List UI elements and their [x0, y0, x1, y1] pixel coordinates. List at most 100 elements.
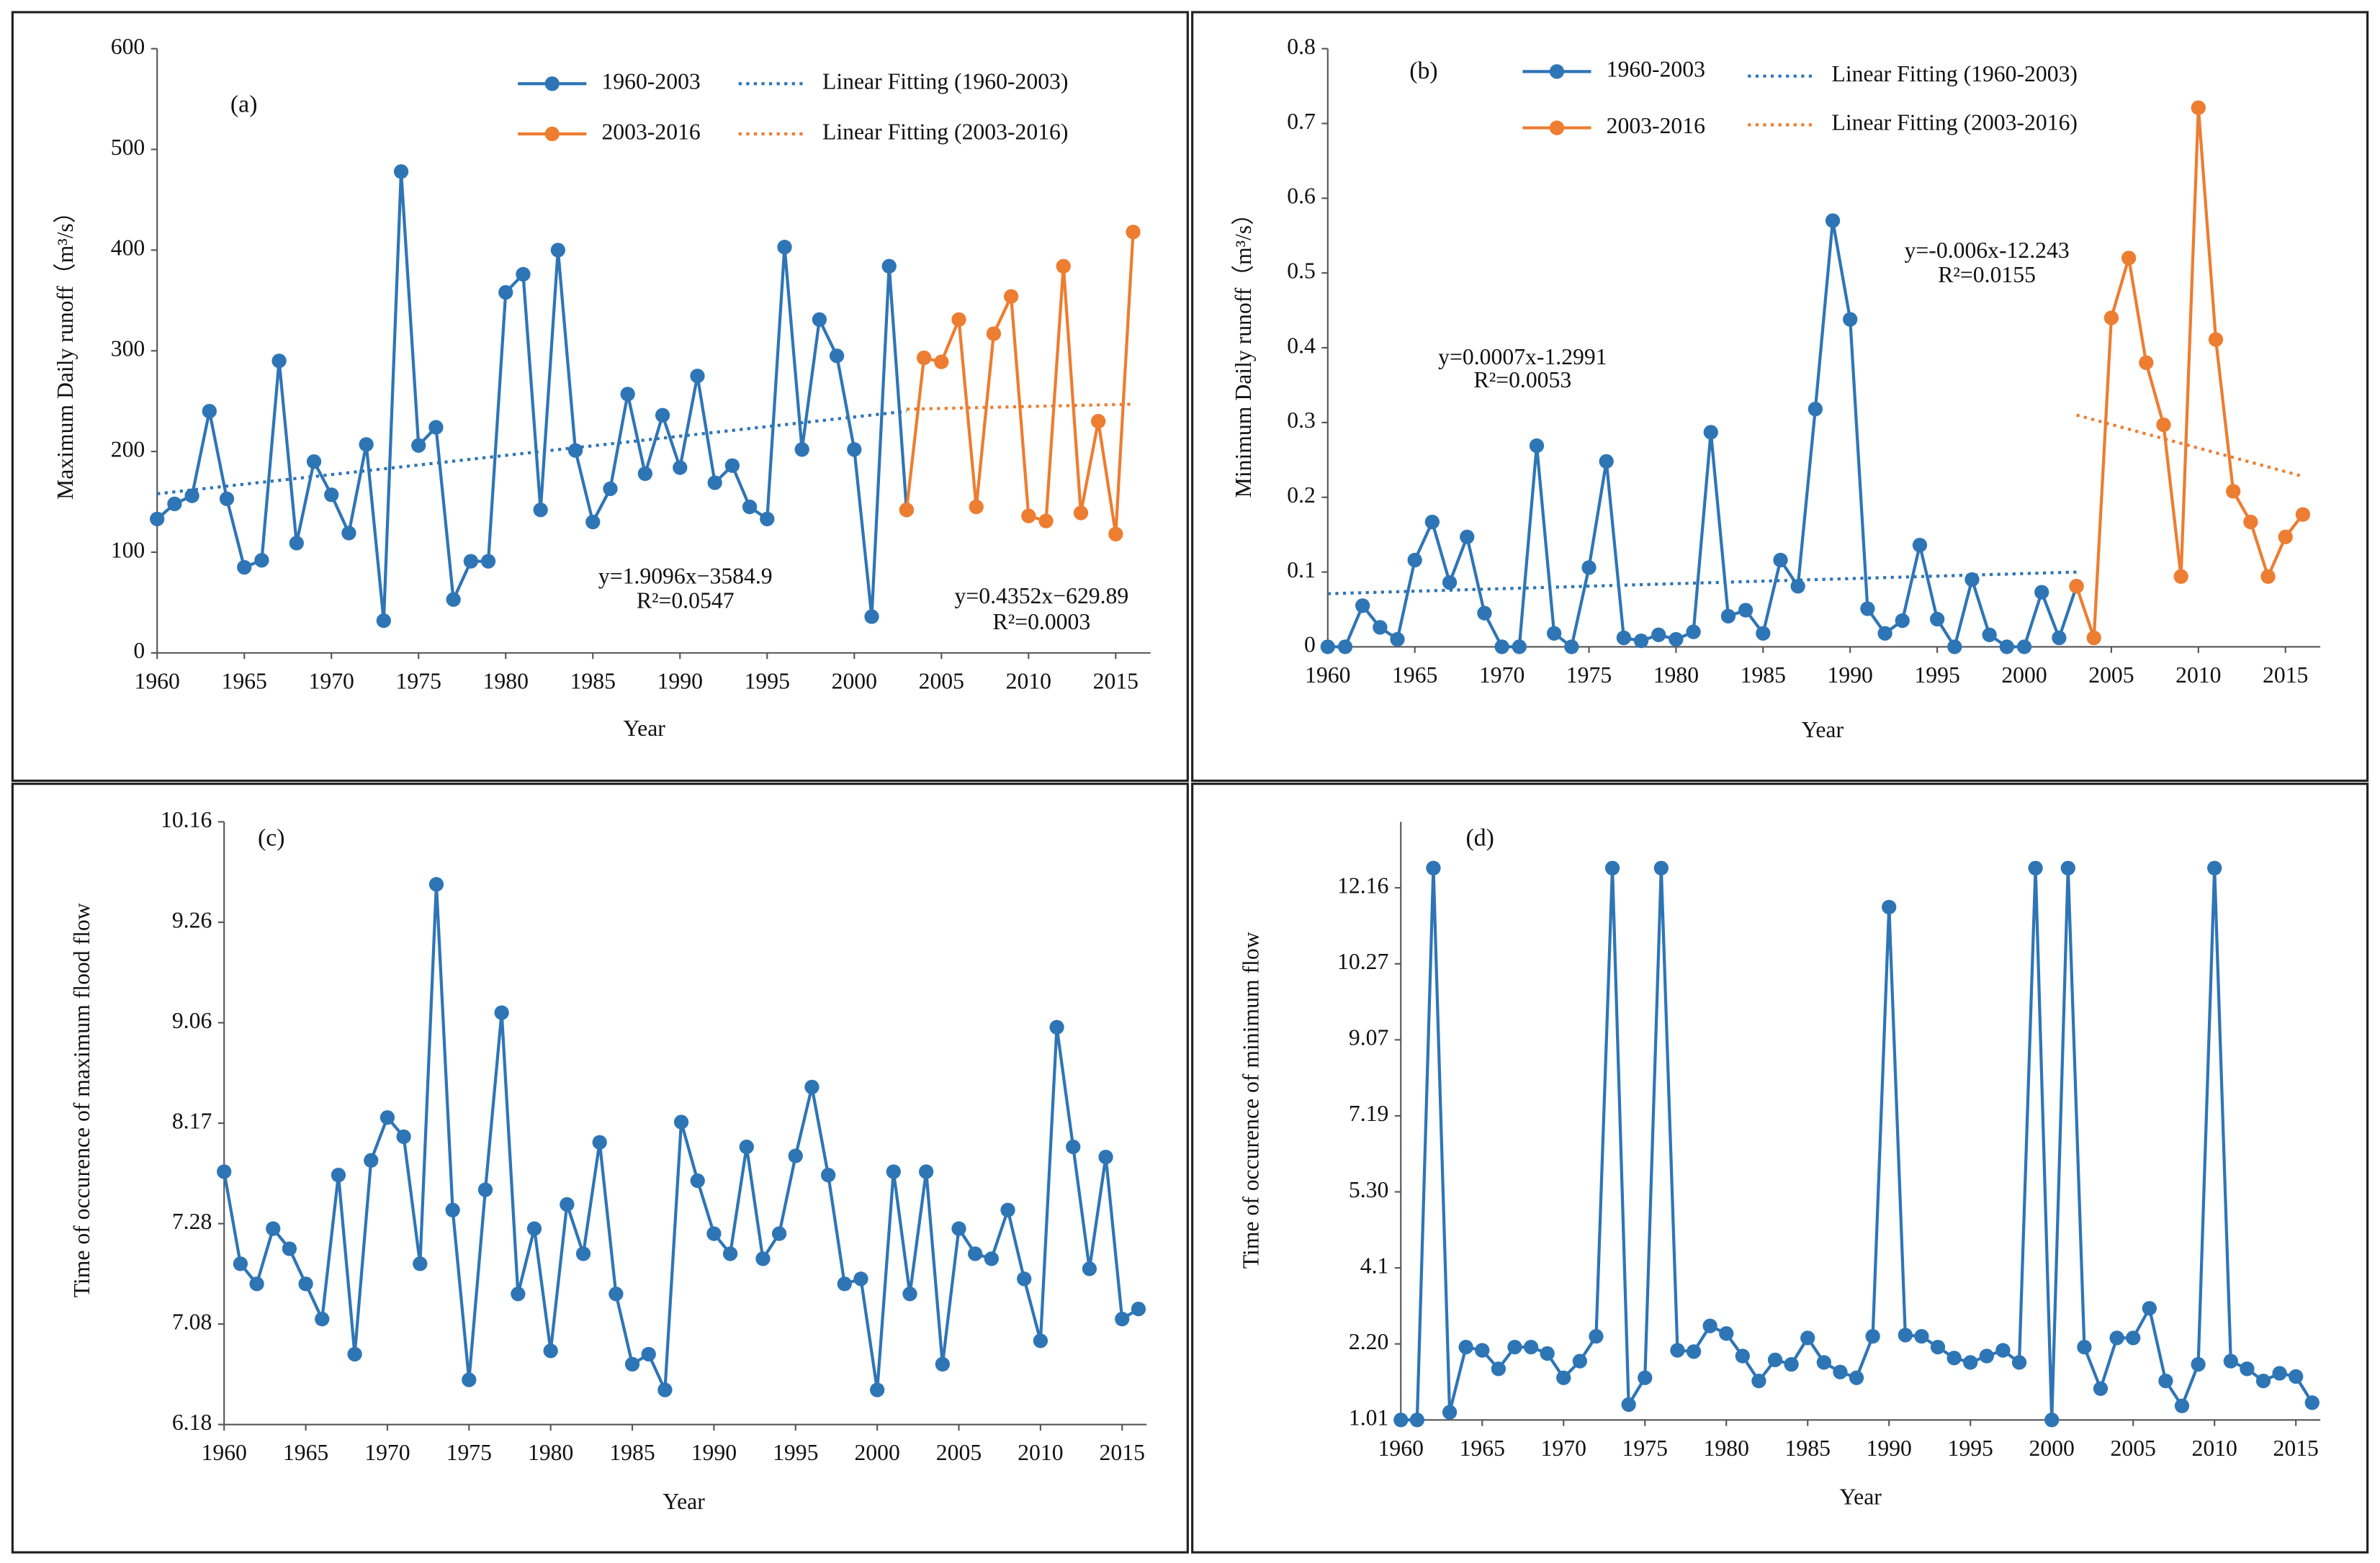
data-point — [575, 1246, 591, 1261]
data-point — [1373, 620, 1388, 635]
data-point — [722, 1246, 738, 1261]
data-point — [2260, 569, 2276, 584]
data-point — [794, 442, 809, 457]
data-point — [1494, 639, 1509, 654]
data-point — [1653, 860, 1669, 875]
data-point — [1800, 1330, 1815, 1346]
data-point — [724, 458, 740, 473]
x-tick-label: 2000 — [2001, 662, 2047, 688]
x-tick-label: 2010 — [1006, 668, 1051, 693]
data-point — [2121, 251, 2137, 266]
data-point — [1784, 1356, 1799, 1372]
data-point — [968, 1246, 983, 1261]
data-point — [986, 326, 1002, 341]
y-tick-label: 7.08 — [172, 1309, 212, 1334]
data-point — [760, 511, 775, 526]
data-point — [1390, 631, 1405, 647]
y-tick-label: 400 — [111, 235, 145, 261]
data-point — [592, 1135, 607, 1150]
data-point — [219, 491, 235, 507]
x-tick-label: 2010 — [1018, 1440, 1063, 1465]
data-point — [1491, 1361, 1506, 1377]
data-point — [494, 1005, 509, 1020]
data-line — [2075, 107, 2304, 639]
data-point — [755, 1251, 771, 1266]
x-tick-label: 1960 — [202, 1440, 247, 1465]
x-tick-label: 1980 — [528, 1440, 573, 1465]
data-point — [2289, 1369, 2304, 1384]
data-point — [1651, 627, 1666, 642]
data-point — [2052, 630, 2067, 646]
data-point — [2034, 585, 2049, 600]
y-tick-label: 10.27 — [1337, 949, 1388, 974]
data-point — [1979, 1348, 1994, 1364]
data-point — [1512, 639, 1527, 654]
data-point — [1126, 225, 1141, 240]
data-point — [1003, 289, 1019, 304]
data-point — [1912, 538, 1928, 553]
data-point — [2223, 1353, 2238, 1369]
x-axis-label: Year — [1802, 717, 1844, 742]
data-point — [1995, 1343, 2011, 1358]
data-point — [1477, 605, 1492, 621]
x-tick-label: 1995 — [745, 668, 790, 693]
data-point — [1523, 1339, 1539, 1355]
y-tick-label: 1.01 — [1349, 1405, 1388, 1431]
data-point — [516, 266, 531, 282]
data-point — [899, 503, 915, 518]
data-point — [1082, 1261, 1097, 1276]
data-point — [2240, 1361, 2255, 1377]
data-point — [1066, 1139, 1081, 1155]
data-point — [637, 466, 653, 482]
y-tick-label: 600 — [111, 34, 145, 59]
data-point — [1616, 630, 1632, 646]
data-point — [2226, 484, 2241, 499]
data-point — [1898, 1328, 1913, 1343]
data-point — [2103, 310, 2119, 325]
data-point — [347, 1346, 362, 1362]
data-point — [2109, 1330, 2124, 1346]
y-axis-label: Maximum Daily runoff（m³/s） — [53, 200, 78, 500]
x-tick-label: 1980 — [1704, 1436, 1749, 1461]
data-point — [2174, 1398, 2190, 1413]
data-point — [249, 1276, 264, 1292]
data-point — [2060, 860, 2075, 875]
data-point — [1686, 1344, 1702, 1359]
x-tick-label: 1995 — [1948, 1436, 1993, 1461]
x-tick-label: 1990 — [1828, 662, 1873, 688]
data-point — [1719, 1326, 1734, 1341]
x-tick-label: 1960 — [1378, 1436, 1424, 1461]
data-point — [2278, 529, 2293, 544]
data-point — [1507, 1339, 1522, 1355]
data-point — [445, 1202, 460, 1217]
data-point — [1702, 1318, 1717, 1333]
x-tick-label: 1985 — [570, 668, 616, 693]
data-point — [331, 1168, 346, 1183]
x-tick-label: 1980 — [1653, 662, 1699, 688]
data-point — [886, 1164, 901, 1179]
data-point — [1056, 258, 1071, 274]
legend-label: Linear Fitting (2003-2016) — [822, 119, 1068, 144]
data-point — [1638, 1370, 1653, 1385]
y-tick-label: 0.2 — [1287, 482, 1316, 508]
data-point — [306, 454, 322, 469]
data-point — [1735, 1348, 1750, 1364]
data-point — [1021, 508, 1036, 523]
data-point — [1816, 1355, 1831, 1370]
data-point — [1738, 603, 1753, 618]
data-point — [359, 437, 374, 452]
data-point — [655, 407, 670, 423]
legend-label: Linear Fitting (1960-2003) — [1832, 61, 2078, 86]
data-point — [364, 1153, 379, 1168]
x-tick-label: 1985 — [1741, 662, 1786, 688]
data-point — [289, 536, 304, 551]
panel-border — [11, 783, 1189, 1554]
legend-label: 1960-2003 — [1607, 57, 1705, 82]
data-point — [2069, 579, 2084, 594]
panel-border — [1191, 11, 2369, 783]
data-point — [184, 488, 199, 503]
data-point — [1564, 639, 1579, 654]
data-point — [1703, 425, 1718, 440]
data-point — [673, 1114, 689, 1130]
data-point — [690, 1173, 705, 1189]
